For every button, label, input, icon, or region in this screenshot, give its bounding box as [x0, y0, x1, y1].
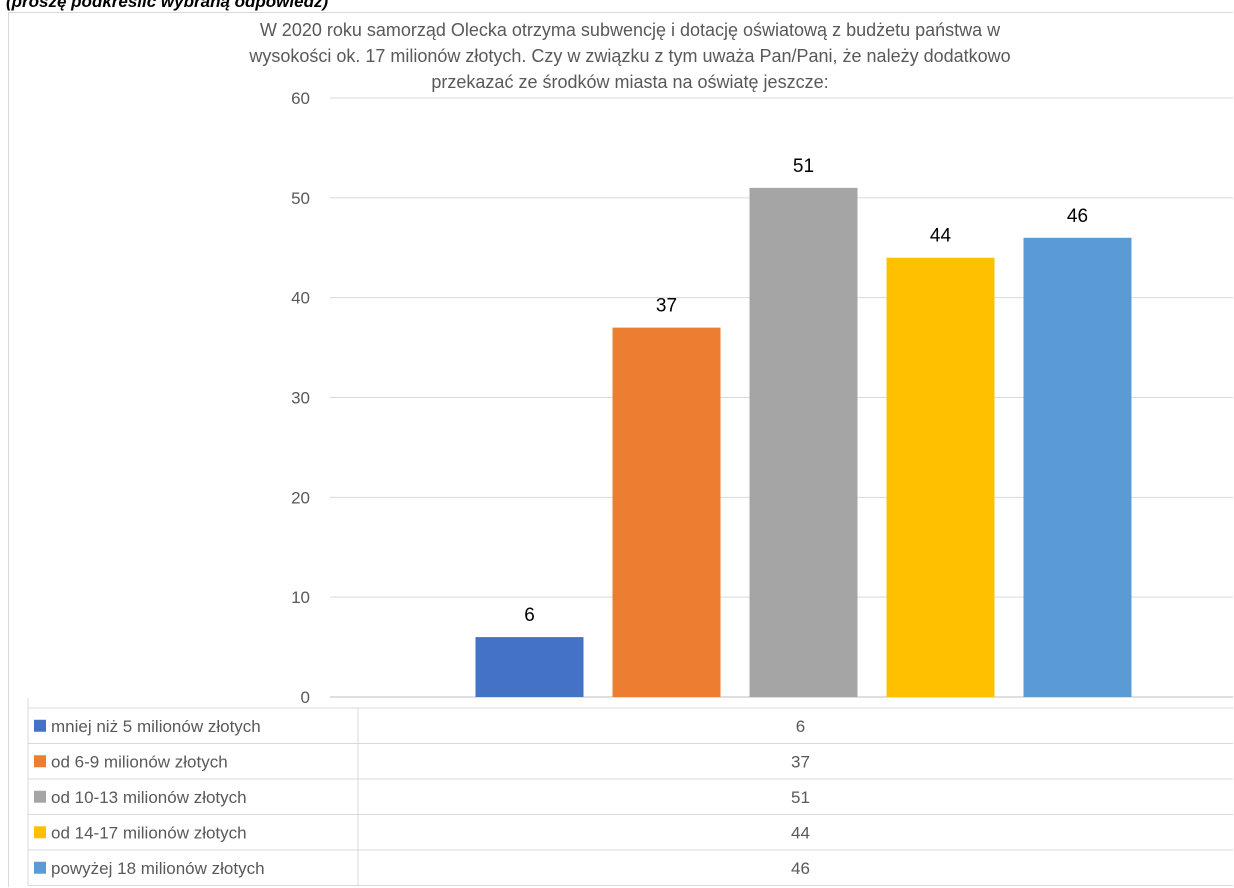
bar-value-label-5: 46: [1067, 206, 1088, 227]
table-category-label-2: od 6-9 milionów złotych: [51, 752, 228, 771]
table-value-3: 51: [791, 788, 810, 807]
bar-1: [475, 637, 584, 697]
y-tick-label-60: 60: [291, 89, 310, 108]
y-tick-label-30: 30: [291, 389, 310, 408]
bar-2: [612, 327, 721, 697]
y-tick-label-10: 10: [291, 588, 310, 607]
bar-value-label-2: 37: [656, 296, 677, 317]
table-value-4: 44: [791, 823, 810, 842]
chart-title-line-2: wysokości ok. 17 milionów złotych. Czy w…: [249, 46, 1011, 66]
bar-5: [1023, 237, 1132, 697]
legend-key-4: [34, 826, 46, 839]
chart-title-line-1: W 2020 roku samorząd Olecka otrzyma subw…: [259, 20, 1001, 40]
table-category-label-3: od 10-13 milionów złotych: [51, 788, 247, 807]
y-tick-label-20: 20: [291, 488, 310, 507]
legend-key-1: [34, 719, 46, 732]
table-value-1: 6: [796, 717, 805, 736]
bar-3: [749, 187, 858, 697]
bar-value-label-1: 6: [524, 605, 535, 626]
y-tick-label-50: 50: [291, 189, 310, 208]
bar-4: [886, 257, 995, 697]
legend-key-2: [34, 755, 46, 768]
y-tick-label-0: 0: [301, 688, 310, 707]
table-category-label-5: powyżej 18 milionów złotych: [51, 859, 265, 878]
chart-title: W 2020 roku samorząd Olecka otrzyma subw…: [100, 17, 1160, 95]
y-tick-label-40: 40: [291, 289, 310, 308]
legend-key-5: [34, 861, 46, 874]
table-category-label-1: mniej niż 5 milionów złotych: [51, 717, 261, 736]
table-value-2: 37: [791, 752, 810, 771]
instruction-note: (proszę podkreślić wybraną odpowiedź): [6, 0, 329, 11]
bar-value-label-3: 51: [793, 156, 814, 177]
bar-value-label-4: 44: [930, 226, 952, 247]
chart-frame: [8, 12, 1233, 887]
table-category-label-4: od 14-17 milionów złotych: [51, 823, 247, 842]
legend-key-3: [34, 790, 46, 803]
chart-title-line-3: przekazać ze środków miasta na oświatę j…: [431, 72, 829, 92]
table-value-5: 46: [791, 859, 810, 878]
